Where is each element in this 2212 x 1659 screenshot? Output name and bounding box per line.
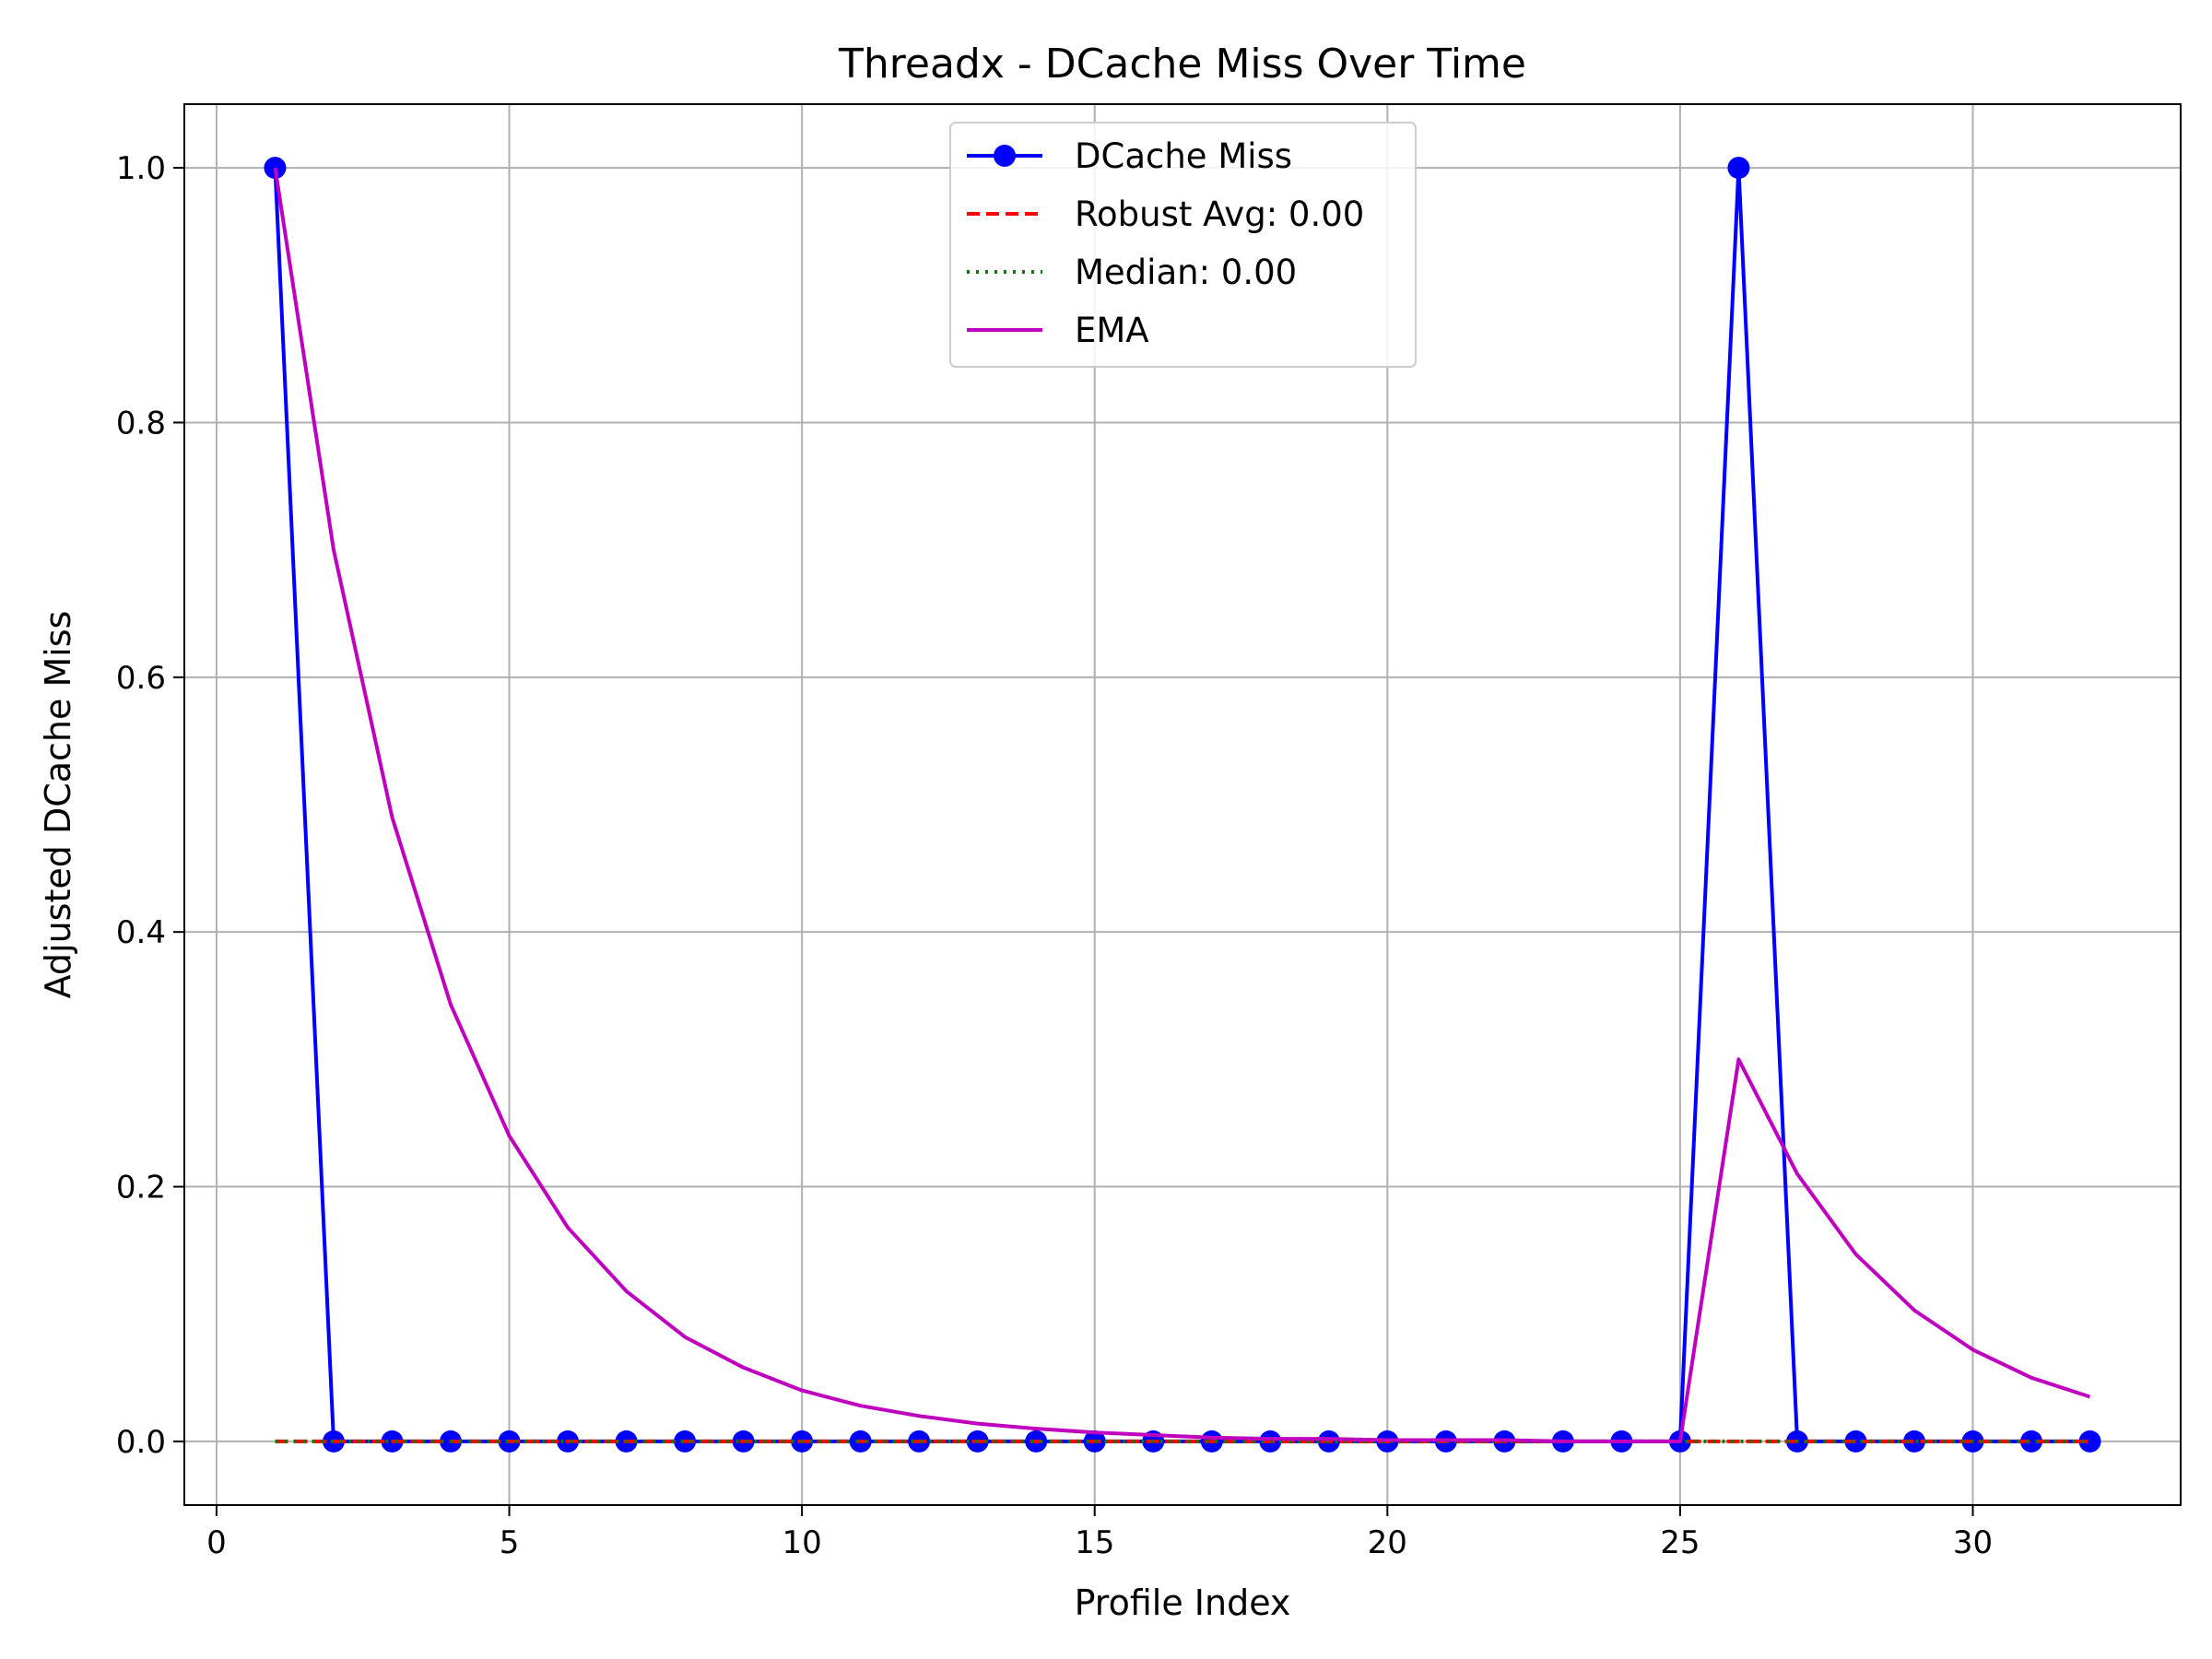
y-axis-label: Adjusted DCache Miss [38,611,78,999]
legend-label: Median: 0.00 [1075,253,1297,292]
x-axis: 0 5 10 15 20 25 30 [206,1505,1993,1561]
y-tick-label: 0.8 [116,405,166,441]
legend-entry: Robust Avg: 0.00 [967,194,1364,234]
series-line-3 [273,167,2091,1443]
x-tick-label: 20 [1368,1524,1407,1561]
data-point [1902,1430,1925,1453]
x-tick-label: 25 [1660,1524,1700,1561]
x-tick-label: 30 [1953,1524,1993,1561]
legend-box [949,122,1417,368]
legend-label: DCache Miss [1075,136,1292,176]
data-point [2020,1430,2043,1453]
y-tick-label: 0.0 [116,1424,166,1461]
y-tick-label: 0.6 [116,660,166,697]
x-axis-label: Profile Index [1075,1583,1291,1623]
legend-label: EMA [1075,311,1149,350]
legend-marker [994,145,1016,167]
y-tick-label: 0.2 [116,1170,166,1206]
x-tick-label: 15 [1075,1524,1114,1561]
x-tick-label: 10 [782,1524,821,1561]
legend: DCache Miss Robust Avg: 0.00 Median: 0.00 E… [949,122,1417,368]
legend-entry: DCache Miss [967,136,1292,176]
legend-entry: Median: 0.00 [967,253,1297,292]
legend-entry: EMA [967,311,1149,350]
chart-title: Threadx - DCache Miss Over Time [838,41,1526,88]
x-tick-label: 0 [206,1524,227,1561]
y-tick-label: 0.4 [116,914,166,951]
data-point [264,157,287,180]
y-axis: 0.0 0.2 0.4 0.6 0.8 1.0 [116,150,184,1461]
legend-label: Robust Avg: 0.00 [1075,194,1364,234]
y-tick-label: 1.0 [116,150,166,187]
data-point [1727,157,1750,180]
x-tick-label: 5 [500,1524,520,1561]
plot-frame [183,103,2182,1506]
data-point [2078,1430,2101,1453]
series-layer [264,157,2101,1453]
